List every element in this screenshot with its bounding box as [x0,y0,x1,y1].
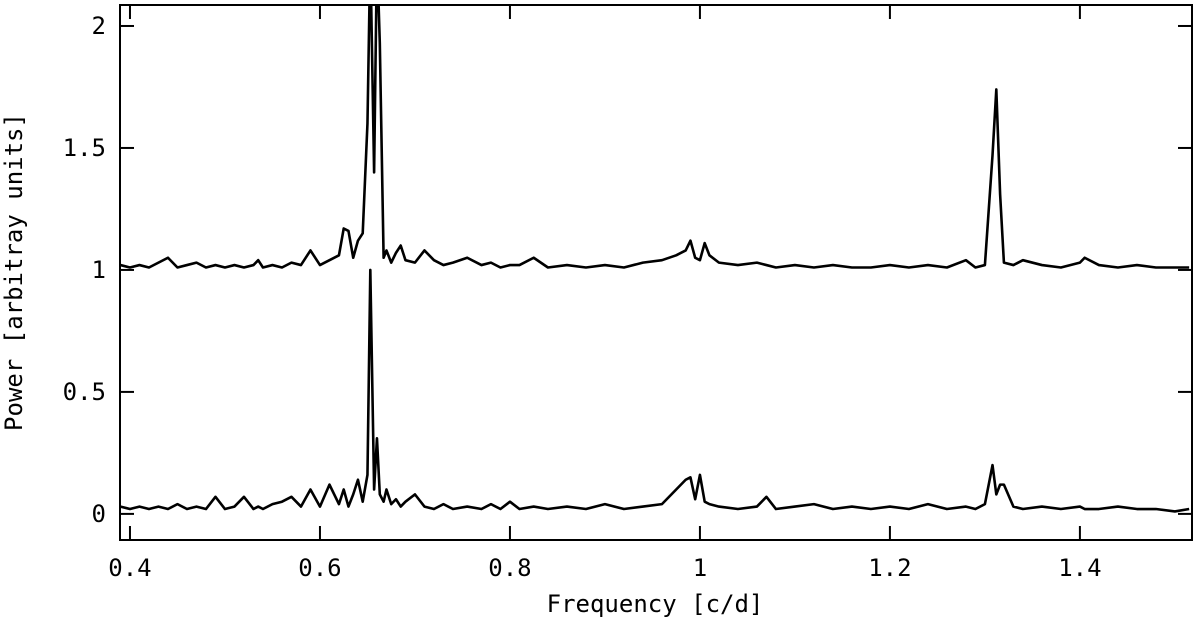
y-tick-label: 1 [92,256,106,284]
plot-frame [119,4,1193,541]
series-line [120,268,1190,513]
x-axis-label: Frequency [c/d] [547,590,764,618]
y-tick-label: 2 [92,12,106,40]
y-tick-label: 1.5 [63,134,106,162]
plot-area [120,5,1190,513]
y-tick-label: 0.5 [63,378,106,406]
x-tick-label: 1.2 [868,554,911,582]
x-tick-label: 1 [693,554,707,582]
series-line [120,5,1190,269]
x-tick-label: 0.6 [298,554,341,582]
y-axis-label: Power [arbitray units] [0,113,28,431]
x-tick-label: 0.8 [488,554,531,582]
x-tick-label: 0.4 [108,554,151,582]
y-tick-label: 0 [92,500,106,528]
x-tick-label: 1.4 [1058,554,1101,582]
